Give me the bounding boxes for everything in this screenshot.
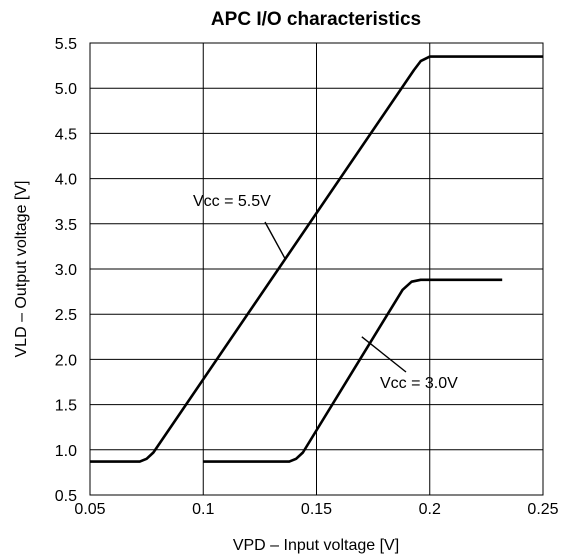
series-layer [90,55,543,463]
x-tick-label: 0.2 [419,501,441,518]
annotation-layer: Vcc = 5.5V Vcc = 3.0V [193,193,458,392]
x-tick-labels: 0.05 0.1 0.15 0.2 0.25 [74,501,558,518]
y-tick-labels: 0.5 1.0 1.5 2.0 2.5 3.0 3.5 4.0 4.5 5.0 5.5 [55,36,77,505]
annotation-label: Vcc = 3.0V [380,375,458,392]
x-tick-label: 0.15 [301,501,332,518]
x-tick-label: 0.05 [74,501,105,518]
y-tick-label: 2.0 [55,352,77,369]
y-tick-label: 3.0 [55,262,77,279]
annotation-leader-line [361,336,407,373]
plot-frame [89,42,544,496]
y-tick-label: 5.0 [55,81,77,98]
y-tick-label: 1.0 [55,443,77,460]
chart-title: APC I/O characteristics [211,9,421,30]
series-line-2 [203,278,503,463]
y-tick-label: 4.0 [55,172,77,189]
x-tick-label: 0.1 [192,501,214,518]
grid [89,42,544,496]
y-axis-label: VLD – Output voltage [V] [13,181,30,358]
x-tick-label: 0.25 [527,501,558,518]
series-line-1 [90,55,543,463]
y-tick-label: 0.5 [55,488,77,505]
series-annotation: Vcc = 3.0V [361,336,458,392]
x-axis-label: VPD – Input voltage [V] [233,537,399,554]
y-tick-label: 4.5 [55,126,77,143]
annotation-leader-line [264,221,286,259]
y-tick-label: 2.5 [55,307,77,324]
series-annotation: Vcc = 5.5V [193,193,286,259]
y-tick-label: 1.5 [55,398,77,415]
y-tick-label: 3.5 [55,217,77,234]
y-tick-label: 5.5 [55,36,77,53]
annotation-label: Vcc = 5.5V [193,193,271,210]
